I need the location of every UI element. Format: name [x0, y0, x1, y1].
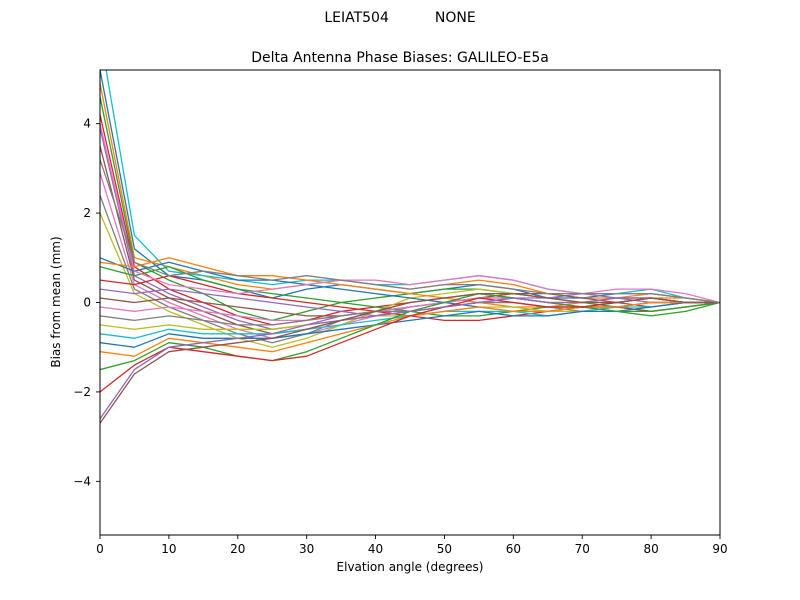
x-tick-label: 20 — [230, 542, 245, 556]
series-line — [100, 212, 720, 348]
x-axis-label: Elvation angle (degrees) — [336, 560, 484, 574]
y-tick-label: 4 — [83, 117, 91, 131]
y-tick-label: 0 — [83, 296, 91, 310]
x-tick-label: 10 — [161, 542, 176, 556]
y-tick-label: 2 — [83, 206, 91, 220]
x-tick-label: 30 — [299, 542, 314, 556]
x-tick-label: 50 — [437, 542, 452, 556]
series-line — [100, 158, 720, 304]
series-line — [100, 123, 720, 304]
x-tick-label: 80 — [643, 542, 658, 556]
series-line — [105, 70, 720, 304]
x-tick-label: 0 — [96, 542, 104, 556]
series-line — [100, 70, 720, 304]
y-axis-label: Bias from mean (mm) — [49, 236, 63, 368]
chart-title: Delta Antenna Phase Biases: GALILEO-E5a — [251, 50, 549, 66]
series-line — [100, 292, 720, 424]
y-tick-label: −4 — [73, 474, 91, 488]
antenna-name-label: LEIAT504 — [324, 10, 389, 26]
series-line — [100, 301, 720, 348]
x-tick-label: 90 — [712, 542, 727, 556]
series-line — [100, 82, 720, 304]
series-line — [100, 96, 720, 322]
series-line — [100, 172, 720, 339]
x-tick-label: 70 — [575, 542, 590, 556]
x-tick-label: 40 — [368, 542, 383, 556]
series-group — [100, 70, 720, 424]
y-tick-label: −2 — [73, 385, 91, 399]
figure-header: LEIAT504 NONE — [0, 10, 800, 26]
radome-name-label: NONE — [434, 10, 476, 26]
x-tick-label: 60 — [506, 542, 521, 556]
series-line — [100, 297, 720, 420]
